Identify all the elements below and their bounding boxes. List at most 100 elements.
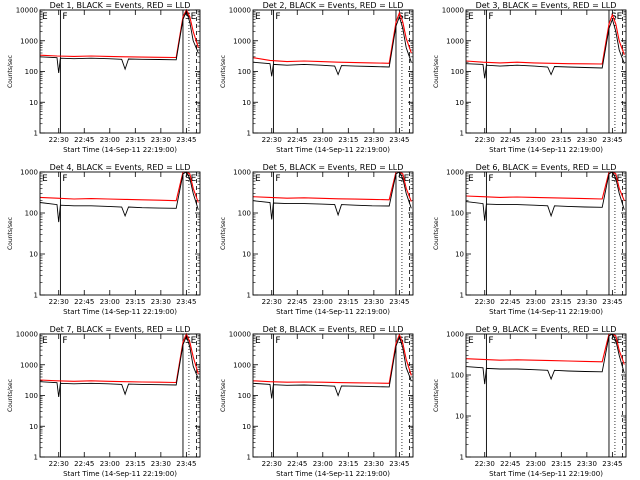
y-axis-label: Counts/sec — [433, 379, 440, 412]
marker-label-e: E — [468, 174, 474, 184]
x-tick-label: 23:30 — [364, 460, 384, 468]
x-axis-label: Start Time (14-Sep-11 22:19:00) — [276, 146, 390, 154]
x-tick-label: 22:30 — [475, 460, 495, 468]
marker-label-e: E — [255, 12, 261, 22]
x-tick-label: 22:30 — [475, 298, 495, 306]
x-tick-label: 23:30 — [151, 460, 171, 468]
marker-label-e: E — [255, 174, 261, 184]
y-tick-label: 10000 — [229, 7, 251, 15]
x-tick-label: 23:45 — [176, 136, 196, 144]
chart-panel-7: Det 7, BLACK = Events, RED = LLD Counts/s… — [7, 325, 201, 478]
x-tick-label: 22:45 — [287, 298, 307, 306]
marker-label-f: F — [62, 174, 67, 184]
chart-panel-9: Det 9, BLACK = Events, RED = LLD Counts/s… — [433, 325, 627, 478]
y-tick-label: 10 — [242, 251, 251, 259]
marker-label-e: E — [468, 12, 474, 22]
y-tick-label: 10 — [29, 99, 38, 107]
y-tick-label: 10 — [242, 423, 251, 431]
x-tick-label: 22:30 — [49, 460, 69, 468]
x-tick-label: 23:15 — [338, 136, 358, 144]
x-tick-label: 23:00 — [313, 298, 333, 306]
x-tick-label: 23:15 — [125, 298, 145, 306]
y-tick-label: 1000 — [233, 361, 251, 369]
lld-series-line — [39, 171, 199, 203]
y-tick-label: 10 — [455, 99, 464, 107]
y-tick-label: 1000 — [446, 331, 464, 339]
x-tick-label: 22:30 — [475, 136, 495, 144]
y-tick-label: 1000 — [20, 169, 38, 177]
y-tick-label: 100 — [238, 210, 251, 218]
x-tick-label: 23:00 — [526, 460, 546, 468]
x-tick-label: 23:30 — [577, 460, 597, 468]
plot-frame — [252, 333, 414, 458]
lld-series-line — [465, 171, 625, 201]
events-series-line — [465, 17, 625, 79]
panel-title: Det 9, BLACK = Events, RED = LLD — [476, 325, 617, 334]
y-tick-label: 10 — [455, 251, 464, 259]
y-tick-label: 1000 — [446, 169, 464, 177]
marker-label-f: F — [62, 336, 67, 346]
plot-frame — [465, 333, 627, 458]
lld-series-line — [39, 8, 199, 59]
x-tick-label: 23:30 — [577, 136, 597, 144]
x-tick-label: 23:00 — [313, 460, 333, 468]
y-tick-label: 10 — [29, 251, 38, 259]
x-tick-label: 23:15 — [338, 298, 358, 306]
plot-frame — [252, 171, 414, 296]
x-tick-label: 22:45 — [500, 460, 520, 468]
marker-label-se: SE — [185, 12, 197, 22]
x-tick-label: 23:45 — [389, 136, 409, 144]
y-axis-label: Counts/sec — [7, 55, 14, 88]
y-tick-label: 100 — [25, 68, 38, 76]
x-tick-label: 22:30 — [262, 460, 282, 468]
y-tick-label: 100 — [25, 392, 38, 400]
chart-panel-4: Det 4, BLACK = Events, RED = LLD Counts/s… — [7, 163, 201, 316]
panel-title: Det 2, BLACK = Events, RED = LLD — [263, 1, 404, 10]
x-axis-label: Start Time (14-Sep-11 22:19:00) — [489, 308, 603, 316]
x-tick-label: 23:15 — [125, 460, 145, 468]
events-series-line — [252, 171, 412, 220]
events-series-line — [465, 171, 625, 221]
chart-panel-8: Det 8, BLACK = Events, RED = LLD Counts/s… — [220, 325, 414, 478]
y-tick-label: 10000 — [229, 331, 251, 339]
plot-frame — [465, 171, 627, 296]
x-tick-label: 23:45 — [602, 136, 622, 144]
x-tick-label: 22:30 — [49, 298, 69, 306]
marker-label-f: F — [275, 12, 280, 22]
x-tick-label: 23:00 — [526, 136, 546, 144]
lld-series-line — [465, 13, 625, 65]
y-tick-label: 1000 — [20, 361, 38, 369]
x-tick-label: 22:45 — [74, 298, 94, 306]
chart-panel-3: Det 3, BLACK = Events, RED = LLD Counts/s… — [433, 1, 627, 154]
y-tick-label: 1 — [34, 292, 38, 300]
marker-label-se: SE — [611, 12, 623, 22]
y-axis-label: Counts/sec — [7, 217, 14, 250]
lld-series-line — [252, 11, 412, 64]
x-tick-label: 23:45 — [602, 460, 622, 468]
y-axis-label: Counts/sec — [220, 55, 227, 88]
panel-title: Det 7, BLACK = Events, RED = LLD — [50, 325, 191, 334]
x-tick-label: 23:00 — [526, 298, 546, 306]
panel-title: Det 3, BLACK = Events, RED = LLD — [476, 1, 617, 10]
y-tick-label: 10 — [455, 413, 464, 421]
y-axis-label: Counts/sec — [220, 379, 227, 412]
x-axis-label: Start Time (14-Sep-11 22:19:00) — [63, 308, 177, 316]
x-tick-label: 23:45 — [602, 298, 622, 306]
marker-label-se: SE — [398, 336, 410, 346]
x-tick-label: 22:30 — [262, 136, 282, 144]
x-tick-label: 22:45 — [287, 136, 307, 144]
y-tick-label: 10 — [242, 99, 251, 107]
x-tick-label: 22:45 — [500, 136, 520, 144]
plot-frame — [39, 171, 201, 296]
x-tick-label: 22:45 — [500, 298, 520, 306]
x-axis-label: Start Time (14-Sep-11 22:19:00) — [489, 470, 603, 478]
events-series-line — [465, 333, 625, 385]
marker-label-f: F — [275, 174, 280, 184]
x-tick-label: 22:45 — [74, 136, 94, 144]
marker-label-f: F — [488, 12, 493, 22]
lld-series-line — [465, 333, 625, 365]
marker-label-e: E — [42, 174, 48, 184]
marker-label-se: SE — [185, 336, 197, 346]
x-tick-label: 23:30 — [364, 298, 384, 306]
panel-title: Det 1, BLACK = Events, RED = LLD — [50, 1, 191, 10]
